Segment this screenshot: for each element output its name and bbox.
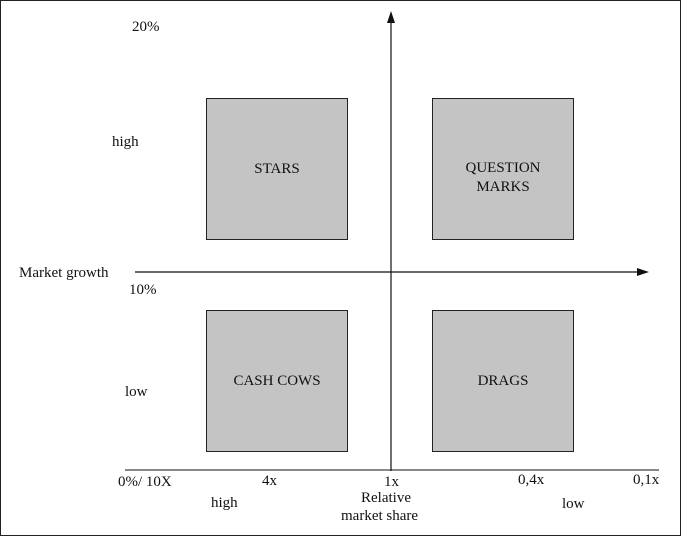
- drags-label: DRAGS: [477, 373, 529, 389]
- x-tick-label: 0,1x: [633, 472, 660, 488]
- stars-quadrant: STARS: [206, 98, 348, 240]
- x-tick-label: 0%/ 10X: [118, 474, 172, 490]
- x-tick-label: 0,4x: [518, 472, 545, 488]
- x-axis-high-label: high: [211, 495, 238, 511]
- x-axis-title-line1: Relative: [361, 490, 411, 506]
- y-axis-low-label: low: [125, 384, 148, 400]
- x-axis-title-line2: market share: [341, 508, 419, 524]
- x-tick-label: 4x: [262, 473, 277, 489]
- drags-quadrant: DRAGS: [432, 310, 574, 452]
- y-axis-top-value: 20%: [132, 19, 160, 35]
- y-axis-mid-value: 10%: [129, 282, 157, 298]
- stars-label: STARS: [254, 161, 300, 177]
- x-axis-low-label: low: [562, 496, 585, 512]
- cash-cows-quadrant: CASH COWS: [206, 310, 348, 452]
- question-marks-label-line1: QUESTION: [465, 160, 541, 176]
- cash-cows-label: CASH COWS: [233, 373, 321, 389]
- vertical-axis-arrowhead: [387, 11, 395, 23]
- x-tick-label: 1x: [384, 474, 399, 490]
- y-axis-high-label: high: [112, 134, 139, 150]
- question-marks-label-line2: MARKS: [476, 179, 530, 195]
- question-marks-quadrant: QUESTION MARKS: [432, 98, 574, 240]
- y-axis-title: Market growth: [19, 265, 109, 281]
- horizontal-axis-arrowhead: [637, 268, 649, 276]
